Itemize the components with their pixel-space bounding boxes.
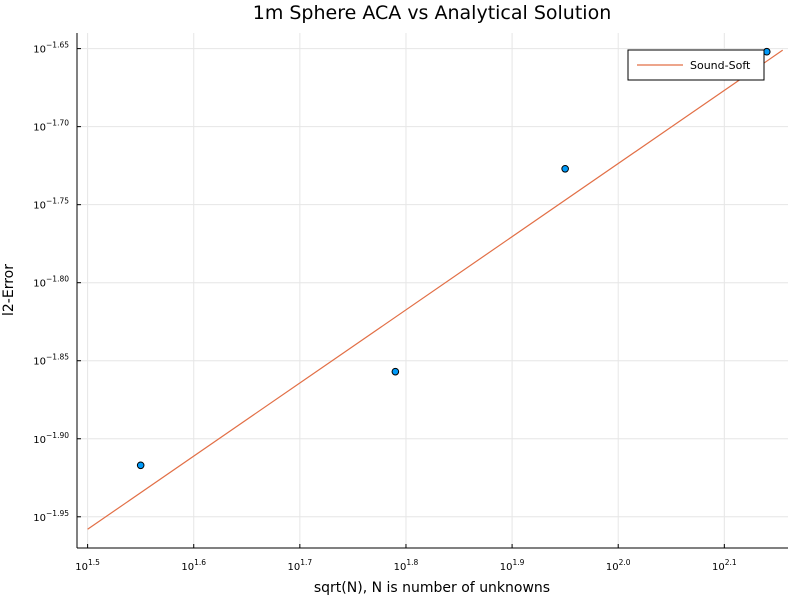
y-tick-base: 10	[33, 279, 46, 290]
grid	[77, 33, 788, 548]
legend-label-sound-soft: Sound-Soft	[690, 59, 751, 72]
axes	[76, 33, 788, 549]
legend: Sound-Soft	[627, 49, 765, 81]
y-tick-base: 10	[33, 435, 46, 446]
series-lines	[87, 49, 784, 530]
y-tick-labels: 10−1.6510−1.7010−1.7510−1.8010−1.8510−1.…	[33, 41, 69, 524]
x-tick-exponent: 2.0	[619, 558, 631, 567]
y-tick-exponent: −1.85	[46, 353, 69, 362]
x-tick-exponent: 1.5	[88, 558, 100, 567]
x-tick-label: 102.0	[606, 558, 631, 573]
y-tick-base: 10	[33, 513, 46, 524]
y-tick-base: 10	[33, 123, 46, 134]
x-tick-base: 10	[394, 562, 407, 573]
scatter-points	[136, 47, 771, 470]
y-tick-label: 10−1.80	[33, 275, 69, 290]
x-tick-label: 101.6	[181, 558, 206, 573]
scatter-point	[561, 164, 569, 173]
y-tick-exponent: −1.75	[46, 197, 69, 206]
x-tick-exponent: 2.1	[725, 558, 737, 567]
y-tick-exponent: −1.80	[46, 275, 69, 284]
y-tick-label: 10−1.70	[33, 119, 69, 134]
x-tick-exponent: 1.7	[300, 558, 312, 567]
y-tick-label: 10−1.85	[33, 353, 69, 368]
x-tick-label: 102.1	[712, 558, 737, 573]
scatter-point	[391, 367, 400, 376]
y-tick-label: 10−1.65	[33, 41, 69, 56]
y-tick-label: 10−1.75	[33, 197, 69, 212]
x-tick-base: 10	[712, 562, 725, 573]
x-tick-exponent: 1.9	[512, 558, 524, 567]
series-line-sound-soft	[87, 49, 784, 530]
x-axis-label: sqrt(N), N is number of unknowns	[314, 580, 550, 596]
x-tick-label: 101.8	[394, 558, 419, 573]
y-axis-label: l2-Error	[1, 264, 17, 316]
chart-title: 1m Sphere ACA vs Analytical Solution	[253, 2, 612, 24]
x-tick-base: 10	[181, 562, 194, 573]
x-tick-base: 10	[75, 562, 88, 573]
y-tick-exponent: −1.95	[46, 509, 69, 518]
x-tick-label: 101.9	[500, 558, 525, 573]
x-tick-base: 10	[500, 562, 513, 573]
y-tick-exponent: −1.70	[46, 119, 69, 128]
x-tick-base: 10	[606, 562, 619, 573]
scatter-point	[136, 461, 145, 470]
y-tick-exponent: −1.90	[46, 431, 69, 440]
y-tick-label: 10−1.95	[33, 509, 69, 524]
x-tick-exponent: 1.6	[194, 558, 206, 567]
x-tick-label: 101.5	[75, 558, 100, 573]
x-tick-exponent: 1.8	[406, 558, 418, 567]
x-tick-labels: 101.5 101.6 101.7 101.8 101.9 102.0 102.1	[75, 558, 737, 573]
y-tick-label: 10−1.90	[33, 431, 69, 446]
x-tick-base: 10	[288, 562, 301, 573]
y-tick-base: 10	[33, 45, 46, 56]
x-tick-label: 101.7	[288, 558, 313, 573]
y-tick-exponent: −1.65	[46, 41, 69, 50]
y-tick-base: 10	[33, 201, 46, 212]
y-tick-base: 10	[33, 357, 46, 368]
